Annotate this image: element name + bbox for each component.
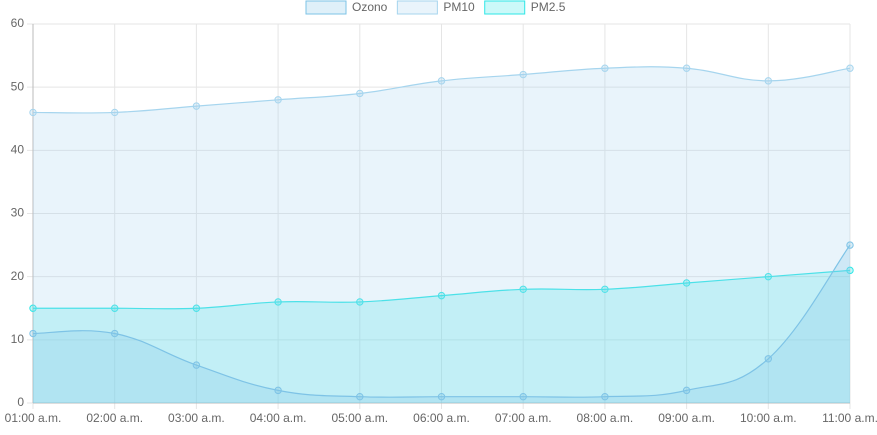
y-tick-label: 0 [17, 395, 24, 409]
x-tick-label: 01:00 a.m. [5, 411, 62, 425]
legend-item: Ozono [305, 0, 388, 15]
data-point [601, 392, 609, 401]
data-point [111, 304, 119, 312]
data-point [519, 70, 527, 79]
data-point [682, 64, 691, 72]
x-tick-label: 03:00 a.m. [168, 411, 225, 425]
data-point [29, 329, 37, 338]
data-point [846, 64, 854, 72]
series-line [32, 66, 851, 114]
y-tick-label: 30 [11, 206, 25, 220]
data-point [601, 64, 609, 72]
data-point [274, 298, 282, 306]
data-point [682, 279, 691, 287]
data-point [111, 329, 119, 338]
data-point [601, 285, 609, 293]
data-point [764, 355, 772, 363]
legend-swatch [396, 0, 438, 15]
y-tick-label: 40 [11, 143, 25, 157]
data-point [29, 108, 37, 117]
legend-swatch [484, 0, 526, 15]
data-point [437, 291, 446, 300]
legend-label: Ozono [352, 0, 388, 14]
data-point [519, 392, 527, 401]
x-tick-label: 06:00 a.m. [413, 411, 470, 425]
y-tick-label: 60 [11, 16, 25, 30]
y-tick-label: 10 [11, 332, 25, 346]
data-point [356, 89, 364, 98]
x-tick-label: 07:00 a.m. [495, 411, 552, 425]
data-point [192, 361, 201, 369]
data-point [846, 241, 854, 249]
data-point [846, 266, 854, 275]
legend-item: PM2.5 [484, 0, 566, 15]
x-tick-label: 08:00 a.m. [577, 411, 634, 425]
data-point [764, 77, 772, 85]
legend-item: PM10 [396, 0, 475, 15]
x-tick-label: 09:00 a.m. [658, 411, 715, 425]
data-point [437, 77, 446, 85]
data-point [192, 304, 201, 312]
series-area [33, 245, 850, 403]
x-tick-label: 02:00 a.m. [86, 411, 143, 425]
data-point [682, 386, 691, 395]
series-area [33, 270, 850, 403]
legend-swatch [305, 0, 347, 15]
x-tick-label: 10:00 a.m. [740, 411, 797, 425]
data-point [437, 392, 446, 401]
data-point [29, 304, 37, 312]
data-point [356, 298, 364, 306]
data-point [519, 285, 527, 293]
data-point [356, 392, 364, 401]
data-point [764, 272, 772, 281]
legend-label: PM2.5 [531, 0, 566, 14]
legend: Ozono PM10 PM2.5 [305, 0, 566, 15]
data-point [274, 386, 282, 395]
series-area [33, 66, 850, 403]
data-point [274, 96, 282, 104]
series-line [32, 244, 851, 398]
x-tick-label: 05:00 a.m. [331, 411, 388, 425]
x-tick-label: 04:00 a.m. [250, 411, 307, 425]
x-tick-label: 11:00 a.m. [822, 411, 877, 425]
data-point [111, 108, 119, 117]
y-tick-label: 50 [11, 79, 25, 93]
data-point [192, 102, 201, 110]
legend-label: PM10 [443, 0, 475, 14]
y-tick-label: 20 [11, 269, 25, 283]
series-line [32, 269, 851, 310]
